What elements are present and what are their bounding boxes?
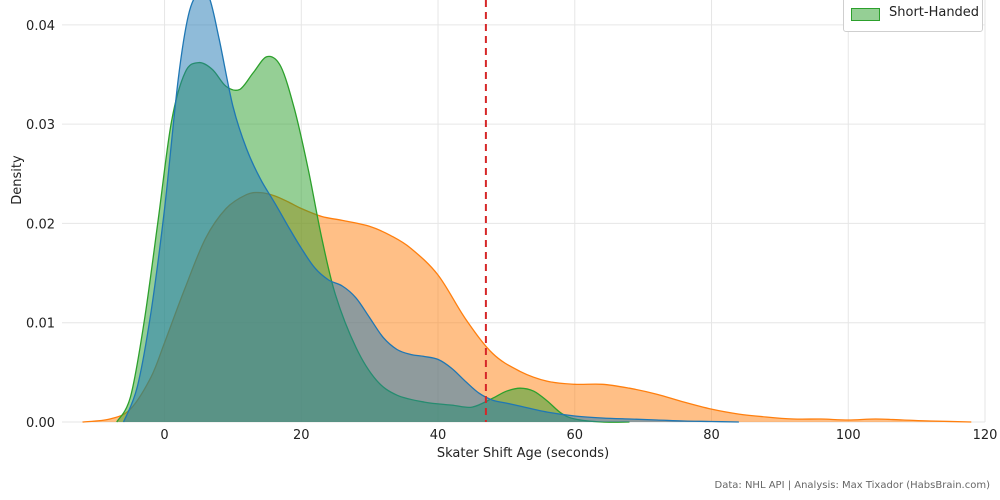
legend-label-short-handed: Short-Handed [889, 5, 980, 20]
y-tick-label: 0.03 [26, 118, 55, 133]
y-axis-ticks: 0.00 0.01 0.02 0.03 0.04 [26, 19, 55, 431]
legend: Short-Handed [843, 0, 983, 32]
x-tick-label: 20 [293, 428, 310, 443]
x-axis-ticks: 0 20 40 60 80 100 120 [160, 428, 997, 443]
legend-swatch-short-handed [851, 8, 880, 21]
x-tick-label: 120 [973, 428, 998, 443]
x-tick-label: 80 [703, 428, 720, 443]
y-axis-label: Density [10, 155, 25, 205]
x-tick-label: 60 [567, 428, 584, 443]
y-tick-label: 0.01 [26, 317, 55, 332]
series-2-line [122, 0, 739, 423]
density-areas [82, 0, 972, 423]
x-tick-label: 0 [160, 428, 168, 443]
x-tick-label: 100 [836, 428, 861, 443]
series-2-area [123, 0, 739, 422]
x-axis-label: Skater Shift Age (seconds) [437, 446, 609, 461]
x-tick-label: 40 [430, 428, 447, 443]
data-credit: Data: NHL API | Analysis: Max Tixador (H… [714, 480, 990, 491]
y-tick-label: 0.02 [26, 217, 55, 232]
y-tick-label: 0.00 [26, 416, 55, 431]
y-tick-label: 0.04 [26, 19, 55, 34]
